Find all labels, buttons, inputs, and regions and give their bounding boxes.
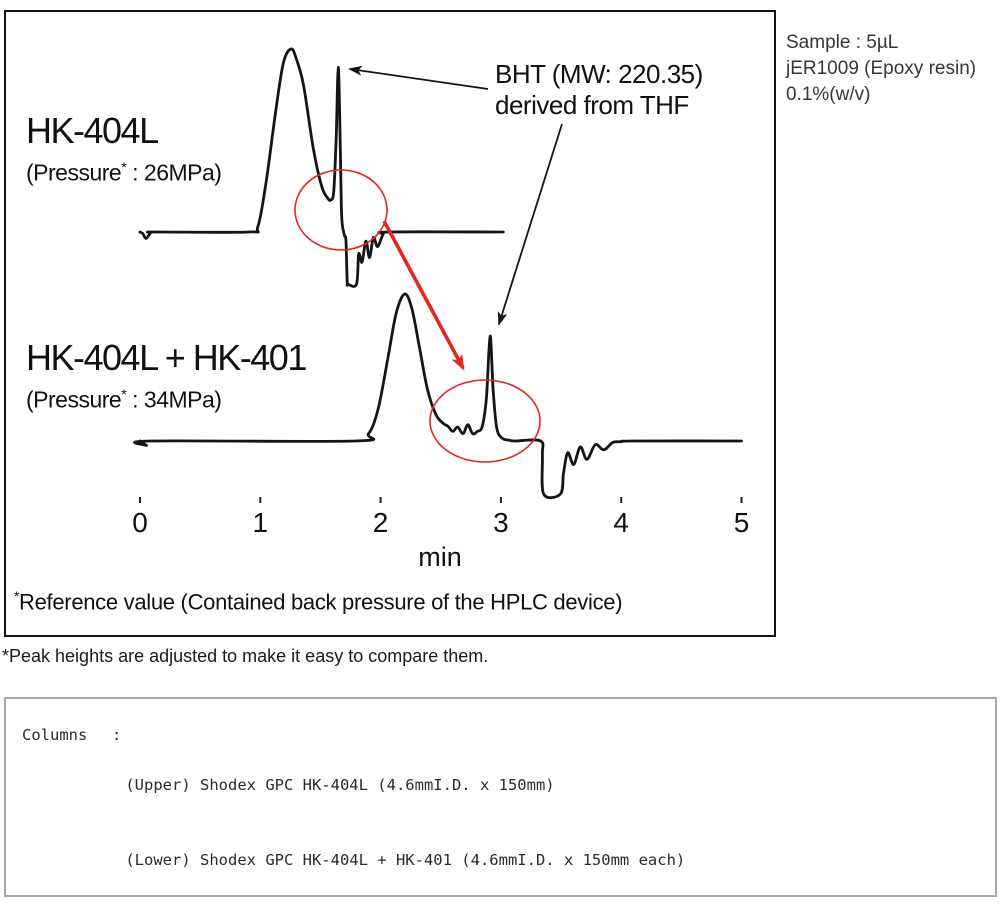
upper-trace-label: HK-404L (Pressure* : 26MPa) [26,110,222,186]
peak-heights-note: *Peak heights are adjusted to make it ea… [2,646,489,666]
transfer-arrow-red [382,220,465,371]
condition-separator: : [112,726,122,744]
lower-trace-pressure: (Pressure* : 34MPa) [26,386,222,413]
conditions-box: Columns : (Upper) Shodex GPC HK-404L (4.… [4,697,997,897]
lower-trace-label: HK-404L + HK-401 (Pressure* : 34MPa) [26,337,307,413]
condition-value: (Upper) Shodex GPC HK-404L (4.6mmI.D. x … [125,776,686,869]
highlight-ellipse-upper [294,169,388,251]
x-tick-label-4: 4 [613,507,629,538]
x-tick-label-2: 2 [372,507,389,538]
trace-upper-hk404l [138,47,505,288]
sample-info-line1: Sample : 5µL [786,32,899,53]
sample-info: Sample : 5µL jER1009 (Epoxy resin) 0.1%(… [786,30,976,108]
lower-trace-name: HK-404L + HK-401 [26,337,307,378]
upper-trace-pressure: (Pressure* : 26MPa) [26,159,222,186]
chromatogram-canvas [133,47,743,503]
condition-row-columns: Columns : (Upper) Shodex GPC HK-404L (4.… [22,723,995,905]
x-tick-label-5: 5 [733,507,750,538]
annotation-arrow-lower-peak [497,123,563,326]
annotation-arrow-upper-peak [348,65,489,90]
bht-annotation-line1: BHT (MW: 220.35) [495,59,703,89]
trace-lower-hk404l-hk401 [133,292,743,500]
upper-trace-name: HK-404L [26,110,159,151]
chromatogram-box: HK-404L (Pressure* : 26MPa) HK-404L + HK… [4,10,776,637]
x-axis-ticks [139,497,743,503]
reference-footnote: *Reference value (Contained back pressur… [14,589,623,615]
x-tick-label-0: 0 [132,507,148,538]
x-tick-label-1: 1 [252,507,269,538]
highlight-ellipse-lower [429,379,541,463]
condition-label: Columns [22,726,88,744]
bht-annotation-line2: derived from THF [495,90,689,120]
x-axis-unit-label: min [418,542,462,572]
x-tick-label-3: 3 [493,507,509,538]
sample-info-line3: 0.1%(w/v) [786,84,871,105]
sample-info-line2: jER1009 (Epoxy resin) [786,58,977,79]
bht-annotation: BHT (MW: 220.35) derived from THF [495,59,703,121]
